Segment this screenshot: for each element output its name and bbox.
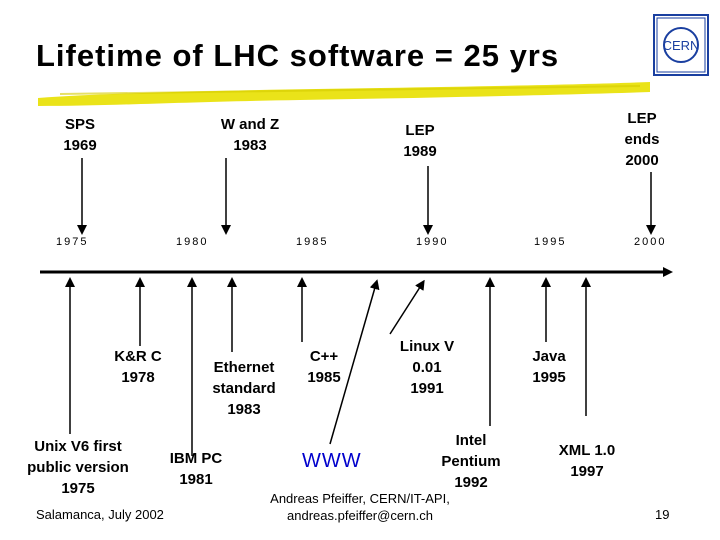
event-java: Java 1995: [532, 348, 566, 386]
arrow-www: [329, 279, 380, 445]
arrow-linux: [389, 279, 425, 335]
event-sps: SPS 1969: [63, 116, 97, 154]
svg-text:CERN: CERN: [663, 38, 700, 53]
event-unix-v6: Unix V6 first public version 1975: [27, 438, 129, 497]
slide-title: Lifetime of LHC software = 25 yrs: [36, 38, 560, 73]
event-www: WWW: [302, 450, 362, 472]
event-cpp: C++ 1985: [307, 348, 341, 386]
cern-logo: CERN: [653, 14, 709, 76]
event-lep-start: LEP 1989: [403, 122, 437, 160]
event-ibm-pc: IBM PC 1981: [169, 450, 223, 488]
footer-location-date: Salamanca, July 2002: [36, 507, 164, 522]
event-xml: XML 1.0 1997: [558, 442, 616, 480]
tick-label-1: 1975: [56, 236, 89, 248]
event-ethernet: Ethernet standard 1983: [212, 359, 276, 418]
event-w-and-z: W and Z 1983: [220, 116, 280, 154]
title-underline-stroke: [38, 82, 650, 106]
event-lep-ends: LEP ends 2000: [624, 110, 660, 169]
tick-label-6: 2000: [634, 236, 667, 248]
footer-author: Andreas Pfeiffer, CERN/IT-API, andreas.p…: [270, 491, 450, 523]
event-kr-c: K&R C 1978: [114, 348, 162, 386]
tick-label-2: 1980: [176, 236, 209, 248]
tick-label-5: 1995: [534, 236, 567, 248]
tick-label-4: 1990: [416, 236, 449, 248]
tick-label-3: 1985: [296, 236, 329, 248]
page-number: 19: [655, 507, 670, 522]
event-pentium: Intel Pentium 1992: [441, 432, 501, 491]
event-linux: Linux V 0.01 1991: [399, 338, 455, 397]
